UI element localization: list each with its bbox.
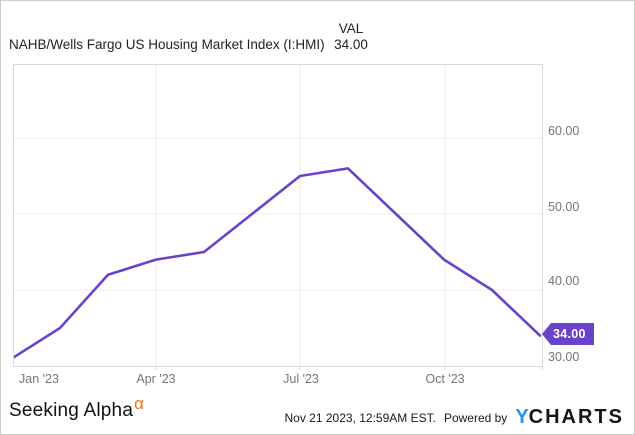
badge-value: 34.00	[551, 323, 594, 345]
powered-by-label: Powered by	[443, 410, 508, 425]
y-axis-tick-label: 50.00	[548, 200, 580, 214]
y-axis-tick-label: 60.00	[548, 124, 580, 138]
x-axis-tick-label: Jan '23	[19, 372, 59, 386]
x-axis-tick-label: Oct '23	[425, 372, 465, 386]
alpha-glyph-icon: α	[134, 394, 145, 413]
plot-area[interactable]	[13, 64, 543, 367]
last-value-badge: 34.00	[542, 323, 594, 345]
x-axis-tick-label: Jul '23	[283, 372, 319, 386]
footer-attribution: Nov 21 2023, 12:59AM EST. Powered by YCH…	[285, 406, 625, 429]
ycharts-charts-text: CHARTS	[528, 406, 624, 428]
seeking-alpha-logo[interactable]: Seeking Alphaα	[9, 394, 144, 422]
axis-tick	[155, 366, 156, 370]
x-axis-tick-label: Apr '23	[136, 372, 176, 386]
axis-tick	[542, 366, 543, 370]
y-axis-tick-label: 30.00	[548, 350, 580, 364]
y-axis-tick-label: 40.00	[548, 274, 580, 288]
val-current-value: 34.00	[334, 37, 368, 52]
val-column-header: VAL	[338, 21, 364, 36]
seeking-alpha-wordmark: Seeking Alpha	[9, 400, 134, 421]
timestamp: Nov 21 2023, 12:59AM EST.	[284, 410, 436, 425]
chart-canvas	[14, 65, 542, 366]
series-title: NAHB/Wells Fargo US Housing Market Index…	[9, 37, 325, 52]
axis-tick	[299, 366, 300, 370]
ycharts-logo[interactable]: YCHARTS	[515, 406, 624, 429]
hmi-line-series	[14, 167, 542, 359]
ycharts-y-glyph: Y	[515, 406, 529, 428]
gridlines	[14, 65, 542, 366]
axis-tick	[444, 366, 445, 370]
badge-arrow-icon	[542, 323, 551, 345]
